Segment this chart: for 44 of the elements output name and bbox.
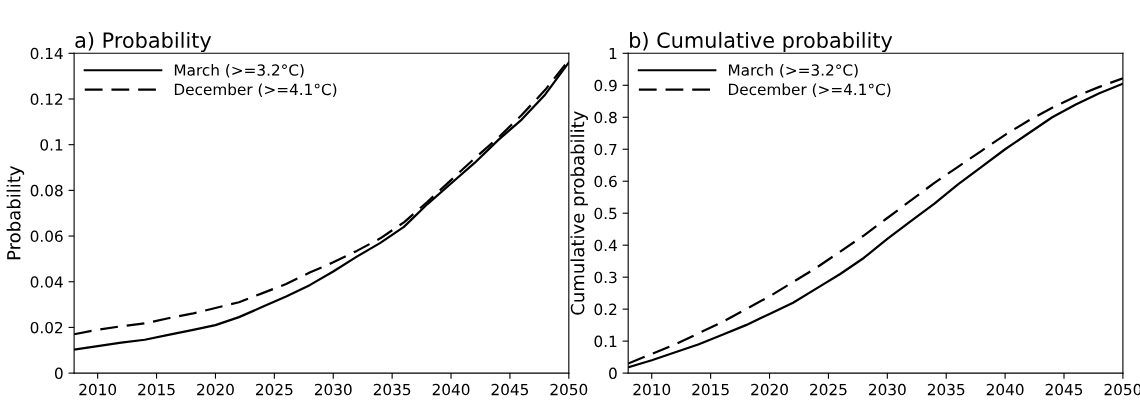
y-tick-label: 0.8: [594, 111, 617, 124]
y-axis-title: Cumulative probability: [570, 111, 588, 315]
x-tick-label: 2010: [633, 383, 671, 396]
x-tick-label: 2035: [373, 383, 411, 396]
y-tick-label: 0.7: [594, 143, 617, 156]
legend-label: December (>=4.1°C): [174, 83, 337, 97]
x-tick-label: 2035: [927, 383, 965, 396]
x-tick-label: 2020: [751, 383, 788, 396]
y-tick-label: 0.5: [594, 207, 617, 220]
x-tick-label: 2030: [314, 383, 352, 396]
y-tick-label: 0: [609, 367, 617, 380]
chart-title: a) Probability: [75, 31, 212, 53]
legend-label: March (>=3.2°C): [728, 63, 858, 78]
y-tick-label: 0.2: [594, 303, 617, 316]
x-tick-label: 2010: [79, 383, 117, 396]
y-tick-label: 0.9: [594, 79, 617, 92]
x-tick-label: 2045: [491, 383, 529, 396]
x-tick-label: 2040: [986, 383, 1024, 396]
y-tick-label: 0.3: [594, 271, 617, 284]
x-tick-label: 2030: [869, 383, 906, 396]
legend-label: December (>=4.1°C): [728, 83, 891, 97]
y-tick-label: 1: [609, 47, 617, 60]
y-tick-label: 0.4: [594, 239, 617, 252]
legend-label: March (>=3.2°C): [174, 63, 304, 78]
y-axis-title: Probability: [6, 166, 25, 260]
chart-title: b) Cumulative probability: [630, 31, 893, 53]
x-tick-label: 2025: [256, 383, 293, 396]
x-tick-label: 2025: [810, 383, 847, 396]
y-tick-label: 0.1: [40, 139, 63, 151]
x-tick-label: 2020: [197, 383, 234, 396]
x-tick-label: 2040: [432, 383, 470, 396]
x-tick-label: 2015: [692, 383, 729, 396]
y-tick-label: 0.02: [30, 321, 63, 334]
x-tick-label: 2045: [1045, 383, 1083, 396]
y-tick-label: 0.04: [30, 276, 63, 288]
x-tick-label: 2015: [138, 383, 175, 396]
y-tick-label: 0.08: [30, 184, 63, 197]
y-tick-label: 0: [54, 367, 63, 380]
y-tick-label: 0.06: [30, 230, 63, 243]
y-tick-label: 0.12: [30, 93, 63, 106]
y-tick-label: 0.6: [594, 175, 617, 188]
y-tick-label: 0.1: [594, 335, 617, 348]
x-tick-label: 2050: [550, 383, 588, 396]
y-tick-label: 0.14: [30, 47, 63, 60]
